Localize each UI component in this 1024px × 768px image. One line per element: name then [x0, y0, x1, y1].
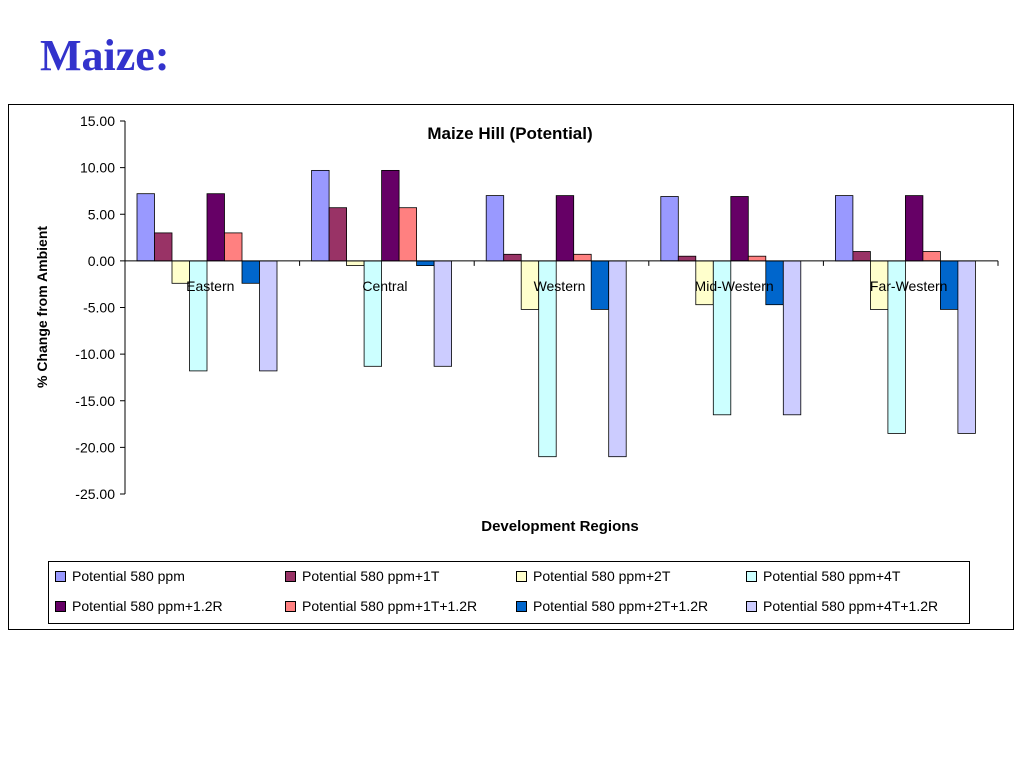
y-tick-label: 0.00: [88, 253, 115, 269]
chart-legend: Potential 580 ppm Potential 580 ppm+1T Pot…: [48, 561, 970, 624]
bar: [922, 251, 941, 262]
legend-label: Potential 580 ppm: [72, 568, 185, 584]
y-tick-label: -25.00: [75, 486, 115, 502]
bar: [573, 253, 592, 262]
bar: [590, 260, 610, 310]
legend-swatch: [516, 570, 527, 582]
chart-frame: [8, 104, 1014, 630]
bar: [852, 251, 871, 262]
legend-label: Potential 580 ppm+1T: [302, 568, 440, 584]
bar: [503, 253, 522, 262]
legend-label: Potential 580 ppm+1T+1.2R: [302, 598, 478, 614]
legend-item: Potential 580 ppm+1T: [285, 568, 439, 584]
bar: [328, 207, 348, 262]
bar: [416, 260, 435, 266]
legend-item: Potential 580 ppm+1.2R: [55, 598, 223, 614]
bar: [555, 195, 575, 262]
bar: [677, 255, 697, 262]
legend-item: Potential 580 ppm+4T+1.2R: [746, 598, 938, 614]
legend-swatch: [746, 570, 757, 582]
bar: [747, 255, 767, 262]
y-tick-label: -20.00: [75, 439, 115, 455]
bar: [136, 193, 155, 262]
y-tick-label: 5.00: [88, 206, 115, 222]
legend-label: Potential 580 ppm+1.2R: [72, 598, 223, 614]
bar: [311, 169, 330, 262]
y-tick-label: 15.00: [80, 113, 115, 129]
y-tick-label: -10.00: [75, 346, 115, 362]
y-ticks-group: 15.00 10.00 5.00 0.00 -5.00 -10.00 -15.00 -20.0…: [75, 113, 125, 502]
y-tick-label: 10.00: [80, 160, 115, 176]
legend-swatch: [285, 600, 296, 612]
bar: [433, 260, 453, 367]
chart-title: Maize Hill (Potential): [427, 124, 592, 143]
legend-item: Potential 580 ppm+4T: [746, 568, 900, 584]
category-label: Far-Western: [870, 278, 948, 294]
bar: [346, 260, 365, 266]
legend-label: Potential 580 ppm+4T+1.2R: [763, 598, 939, 614]
legend-swatch: [55, 570, 66, 582]
legend-swatch: [746, 600, 757, 612]
y-tick-label: -5.00: [83, 300, 115, 316]
legend-item: Potential 580 ppm+2T+1.2R: [516, 598, 708, 614]
bar: [206, 193, 225, 262]
bar: [905, 195, 924, 262]
bar: [381, 169, 400, 262]
y-axis-label: % Change from Ambient: [34, 226, 50, 388]
bars-group: [136, 169, 976, 458]
maize-hill-bar-chart: Maize Hill (Potential) % Change from Amb…: [34, 113, 999, 535]
legend-item: Potential 580 ppm+1T+1.2R: [285, 598, 477, 614]
slide-title: Maize:: [40, 31, 170, 80]
category-label: Central: [362, 278, 407, 294]
axes-group: [124, 121, 999, 494]
category-label: Eastern: [186, 278, 234, 294]
legend-swatch: [55, 600, 66, 612]
legend-label: Potential 580 ppm+2T+1.2R: [533, 598, 709, 614]
bar: [782, 260, 802, 416]
bar: [363, 260, 383, 367]
bar: [835, 195, 854, 262]
bar: [485, 195, 505, 262]
bar: [241, 260, 260, 284]
bar: [224, 232, 243, 262]
bar: [608, 260, 627, 458]
category-label: Mid-Western: [695, 278, 774, 294]
bar: [957, 260, 976, 434]
bar: [154, 232, 173, 262]
x-axis-label: Development Regions: [481, 518, 639, 535]
category-labels-group: Eastern Central Western Mid-Western Far-West…: [186, 278, 947, 294]
legend-label: Potential 580 ppm+4T: [763, 568, 901, 584]
legend-swatch: [516, 600, 527, 612]
legend-item: Potential 580 ppm+2T: [516, 568, 670, 584]
category-label: Western: [534, 278, 586, 294]
bar: [259, 260, 278, 372]
legend-swatch: [285, 570, 296, 582]
bar: [398, 207, 418, 262]
legend-item: Potential 580 ppm: [55, 568, 185, 584]
bar: [660, 196, 679, 262]
bar: [730, 196, 749, 262]
legend-label: Potential 580 ppm+2T: [533, 568, 671, 584]
y-tick-label: -15.00: [75, 393, 115, 409]
